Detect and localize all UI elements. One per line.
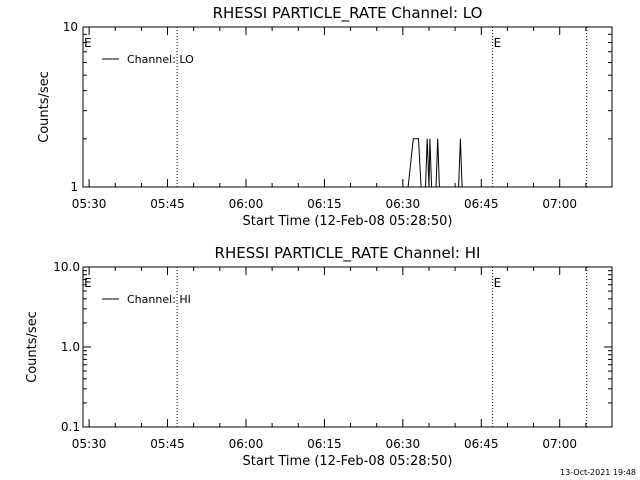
edge-marker-label: E [84, 36, 92, 50]
chart-title: RHESSI PARTICLE_RATE Channel: LO [213, 4, 483, 23]
legend-label: Channel: LO [127, 53, 194, 66]
time-marker-label: E [494, 36, 502, 50]
y-tick-label: 10.0 [53, 260, 80, 274]
x-tick-label: 07:00 [542, 197, 577, 211]
x-tick-label: 05:45 [150, 197, 185, 211]
footer-timestamp: 13-Oct-2021 19:48 [560, 468, 636, 477]
chart-panel-2: RHESSI PARTICLE_RATE Channel: HI 05:30 05:… [25, 244, 613, 469]
x-tick-label: 06:15 [307, 197, 342, 211]
x-tick-label: 05:45 [150, 437, 185, 451]
edge-marker-label: E [84, 276, 92, 290]
y-axis-label: Counts/sec [25, 311, 40, 383]
y-tick-label: 1.0 [61, 340, 80, 354]
x-tick-label: 06:45 [464, 197, 499, 211]
x-tick-label: 06:15 [307, 437, 342, 451]
y-tick-label: 10 [63, 20, 78, 34]
chart-title: RHESSI PARTICLE_RATE Channel: HI [215, 244, 481, 263]
x-tick-label: 06:00 [229, 437, 264, 451]
x-axis-label: Start Time (12-Feb-08 05:28:50) [243, 214, 453, 229]
legend-label: Channel: HI [127, 293, 191, 306]
x-tick-label: 07:00 [542, 437, 577, 451]
x-tick-label: 06:30 [386, 437, 421, 451]
y-axis-label: Counts/sec [37, 71, 52, 143]
series-line [407, 138, 463, 188]
x-tick-label: 05:30 [72, 197, 107, 211]
time-marker-label: E [494, 276, 502, 290]
plot-frame [82, 26, 613, 188]
x-tick-label: 06:30 [386, 197, 421, 211]
chart-panel-1: RHESSI PARTICLE_RATE Channel: LO 05:30 05:… [37, 4, 613, 229]
y-tick-label: 0.1 [61, 420, 80, 434]
x-tick-label: 05:30 [72, 437, 107, 451]
x-axis-label: Start Time (12-Feb-08 05:28:50) [243, 454, 453, 469]
plot-frame [82, 266, 613, 428]
x-tick-label: 06:00 [229, 197, 264, 211]
x-tick-label: 06:45 [464, 437, 499, 451]
y-tick-label: 1 [70, 180, 78, 194]
